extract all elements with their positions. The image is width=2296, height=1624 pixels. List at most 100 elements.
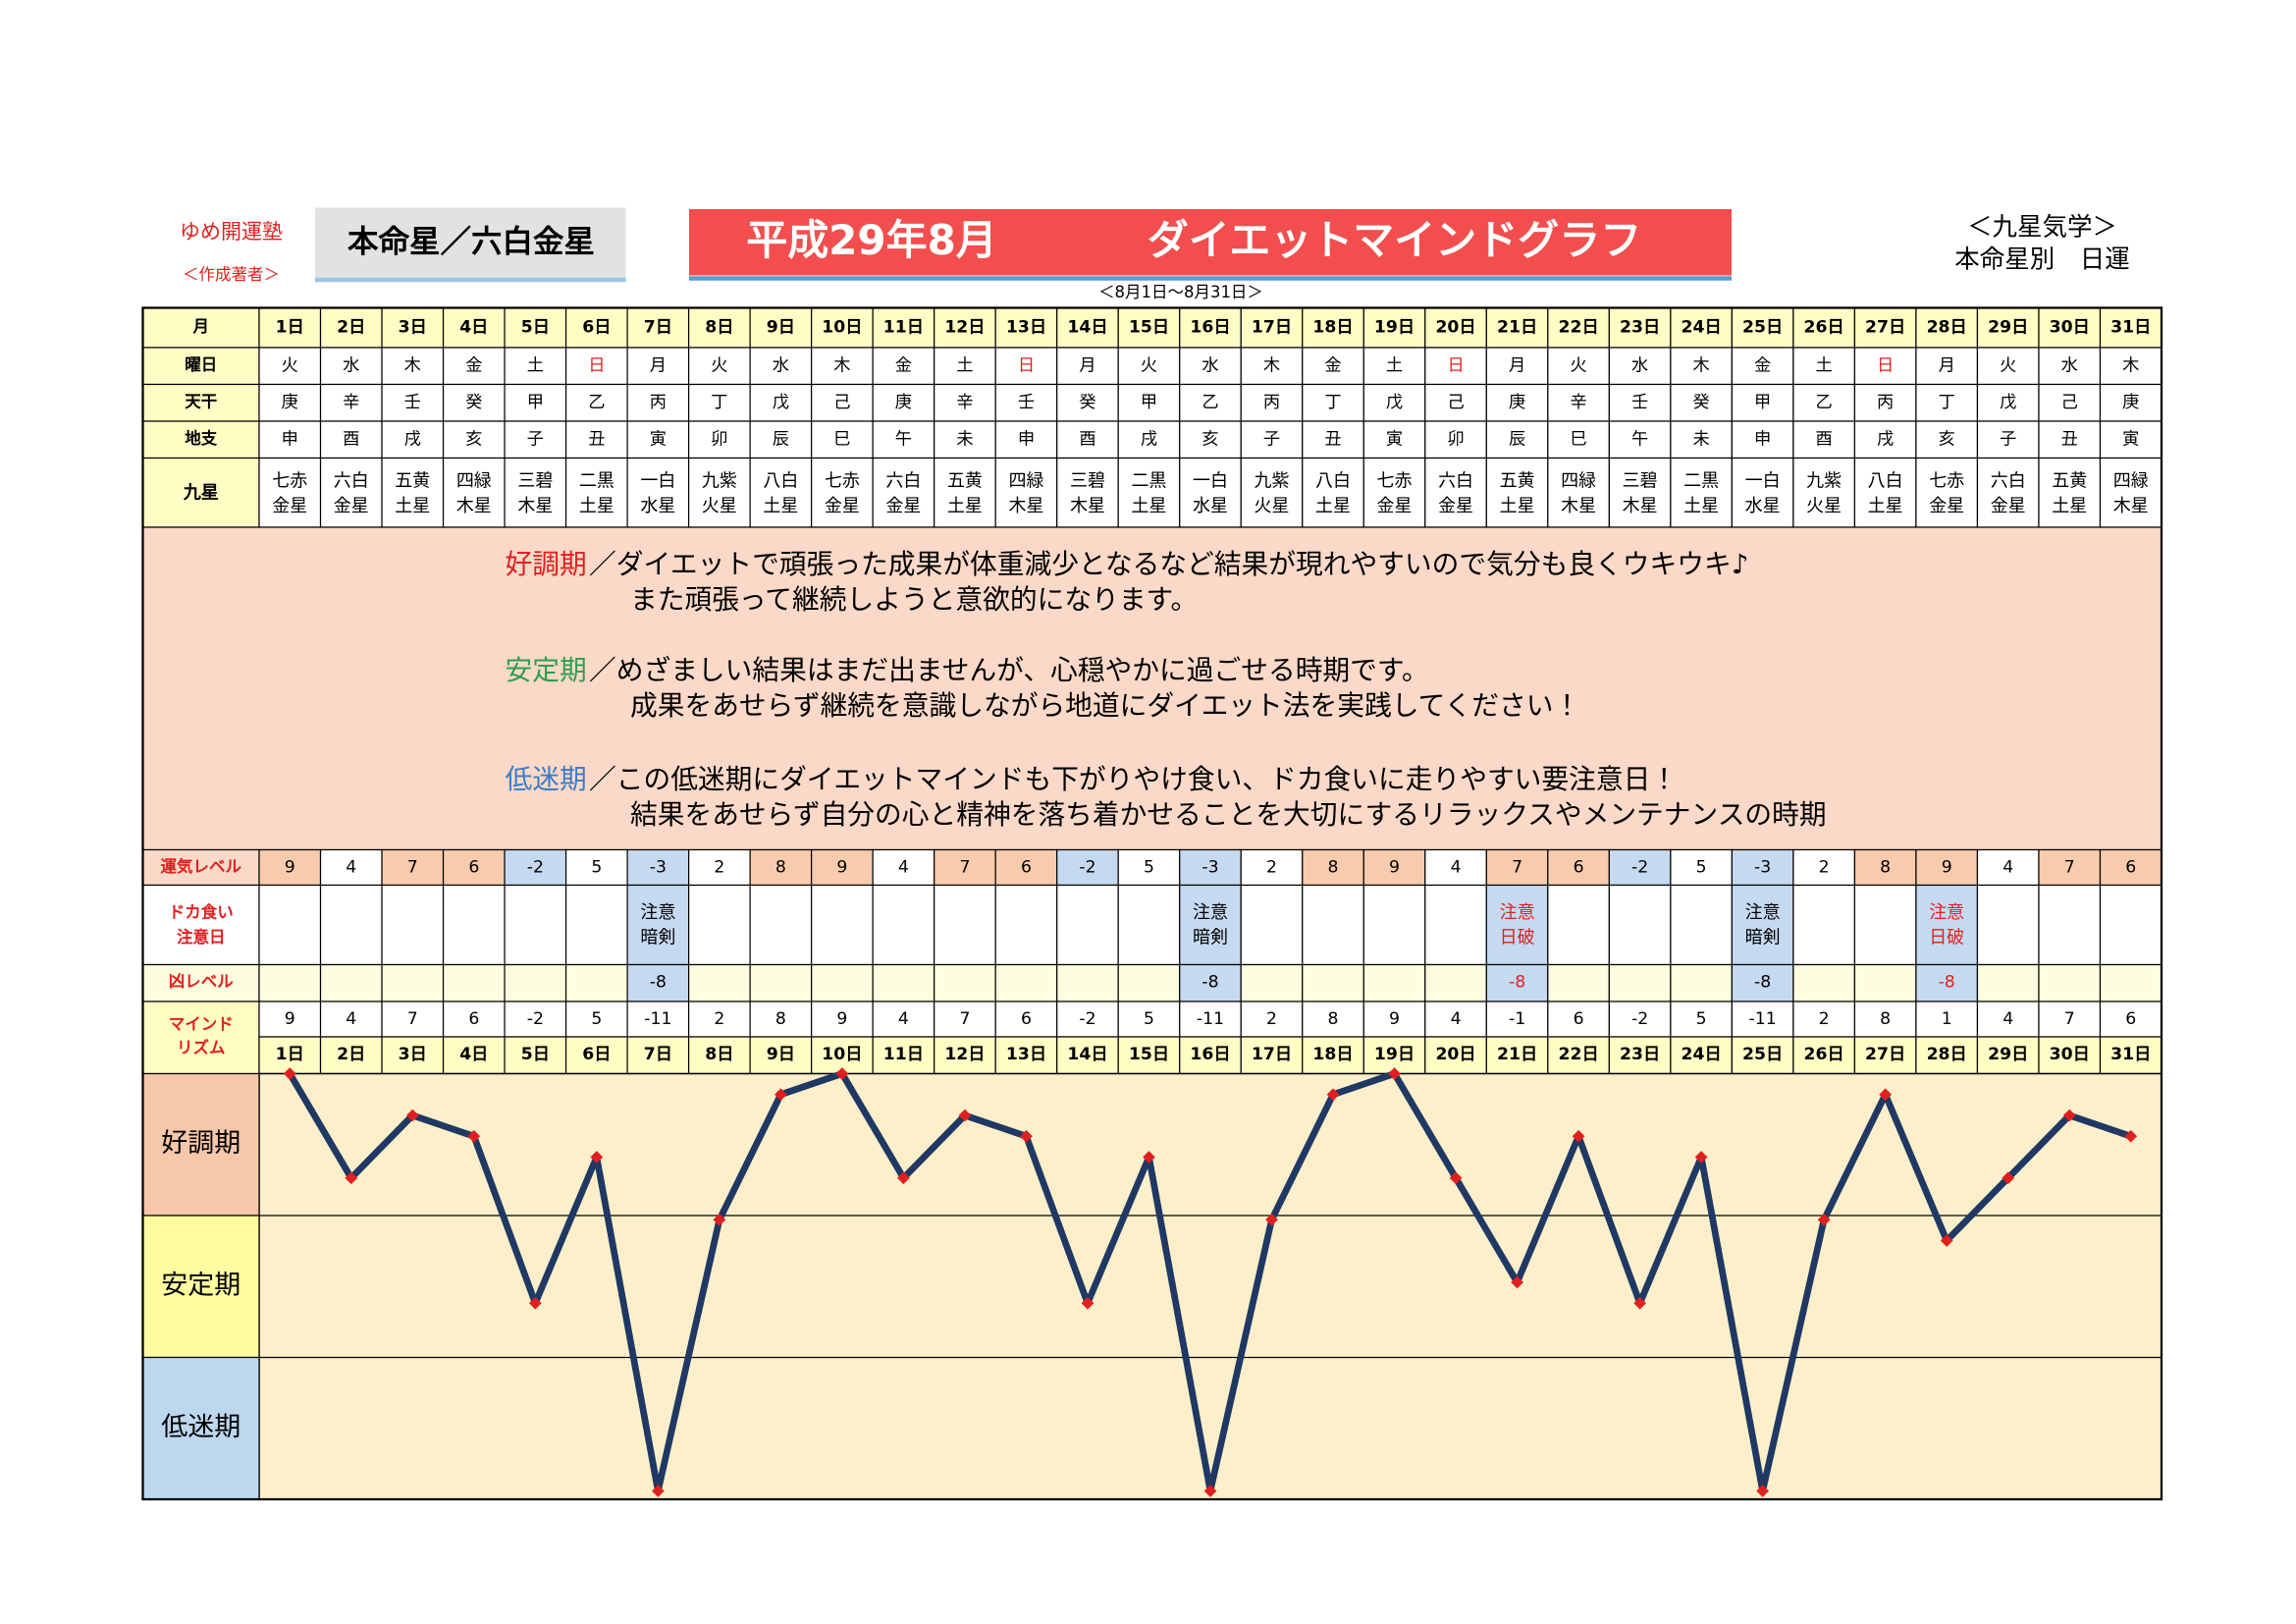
cell bbox=[1117, 1036, 1181, 1075]
cell bbox=[1302, 884, 1364, 966]
cell bbox=[1915, 963, 1979, 1002]
marker bbox=[2124, 1129, 2138, 1143]
cell bbox=[811, 457, 874, 528]
band-label: 低迷期 bbox=[161, 1412, 240, 1442]
day-cell: 21日 bbox=[1497, 1045, 1537, 1064]
cell bbox=[749, 848, 813, 887]
weekday-cell: 木 bbox=[2122, 356, 2139, 376]
day-cell: 12日 bbox=[944, 1045, 985, 1064]
cell bbox=[381, 963, 445, 1002]
star-cell: 四緑 bbox=[2113, 470, 2149, 491]
cell bbox=[1056, 1036, 1119, 1075]
branch-cell: 戌 bbox=[404, 430, 421, 450]
star-cell: 木星 bbox=[1008, 496, 1043, 516]
cell bbox=[1853, 383, 1917, 422]
branch-cell: 午 bbox=[895, 430, 912, 450]
cell bbox=[1915, 884, 1979, 966]
star-cell: 三碧 bbox=[1070, 470, 1105, 491]
star-cell: 七赤 bbox=[272, 470, 307, 491]
rhythm-cell: 5 bbox=[1696, 1009, 1707, 1029]
title-month: 平成29年8月 bbox=[746, 216, 997, 264]
star-cell: 三碧 bbox=[1623, 470, 1658, 491]
fortune-cell: 5 bbox=[1144, 857, 1154, 877]
day-cell: 3日 bbox=[399, 318, 427, 338]
branch-cell: 申 bbox=[282, 430, 298, 450]
cell bbox=[258, 420, 322, 460]
cell bbox=[141, 383, 260, 422]
cell bbox=[1792, 457, 1856, 528]
cell bbox=[1056, 457, 1119, 528]
cell bbox=[1853, 848, 1917, 887]
marker bbox=[958, 1109, 972, 1122]
day-cell: 8日 bbox=[705, 1045, 733, 1064]
weekday-cell: 木 bbox=[1263, 356, 1280, 376]
fortune-cell: 6 bbox=[1021, 857, 1032, 877]
cell bbox=[1056, 963, 1119, 1002]
fortune-cell: -2 bbox=[527, 857, 544, 877]
cell bbox=[1853, 457, 1917, 528]
cell bbox=[1056, 347, 1119, 386]
stem-cell: 甲 bbox=[527, 393, 544, 412]
cell bbox=[2038, 884, 2102, 966]
marker bbox=[1081, 1296, 1095, 1310]
cell bbox=[1915, 848, 1979, 887]
star-cell: 土星 bbox=[579, 496, 614, 516]
honmei: 本命星／六白金星 bbox=[347, 224, 595, 259]
weekday-cell: 水 bbox=[2061, 356, 2078, 376]
cell bbox=[2038, 1001, 2102, 1038]
cell bbox=[1547, 1036, 1610, 1075]
rhythm-cell: 4 bbox=[898, 1009, 909, 1029]
cell bbox=[749, 457, 813, 528]
day-cell: 18日 bbox=[1312, 1045, 1353, 1064]
cell bbox=[1731, 1001, 1794, 1038]
cell bbox=[1853, 420, 1917, 460]
cell bbox=[381, 306, 445, 349]
branch-cell: 戌 bbox=[1877, 430, 1894, 450]
cell bbox=[2038, 457, 2102, 528]
legend-text: ／この低迷期にダイエットマインドも下がりやけ食い、ドカ食いに走りやすい要注意日！ bbox=[589, 763, 1678, 795]
marker bbox=[1694, 1151, 1708, 1164]
cell bbox=[811, 306, 874, 349]
cell bbox=[1792, 306, 1856, 349]
weekday-cell: 金 bbox=[1324, 356, 1341, 376]
legend-box bbox=[141, 526, 2163, 851]
star-cell: 六白 bbox=[334, 470, 369, 491]
marker bbox=[1203, 1485, 1217, 1497]
cell bbox=[626, 963, 690, 1002]
day-cell: 9日 bbox=[767, 318, 795, 338]
branch-cell: 亥 bbox=[465, 430, 482, 450]
cell bbox=[872, 420, 935, 460]
binge-cell: 注意 bbox=[1193, 902, 1228, 923]
marker bbox=[2002, 1171, 2015, 1185]
star-cell: 木星 bbox=[517, 496, 553, 516]
star-cell: 二黒 bbox=[579, 470, 614, 491]
cell bbox=[1485, 420, 1549, 460]
cell bbox=[934, 963, 996, 1002]
cell bbox=[504, 383, 567, 422]
cell bbox=[872, 347, 935, 386]
marker bbox=[651, 1485, 665, 1497]
rhythm-cell: 7 bbox=[407, 1009, 418, 1029]
cell bbox=[319, 1001, 383, 1038]
day-cell: 11日 bbox=[883, 1045, 924, 1064]
cell bbox=[1240, 347, 1304, 386]
fortune-cell: -2 bbox=[1631, 857, 1648, 877]
rhythm-cell: -11 bbox=[1749, 1009, 1777, 1029]
day-cell: 22日 bbox=[1558, 318, 1598, 338]
cell bbox=[872, 884, 935, 966]
honmei-box bbox=[315, 207, 626, 279]
marker bbox=[1879, 1088, 1893, 1102]
marker bbox=[1633, 1296, 1646, 1310]
cell bbox=[1240, 1001, 1304, 1038]
cell bbox=[504, 457, 567, 528]
rhythm-cell: 2 bbox=[1266, 1009, 1277, 1029]
cell bbox=[1302, 457, 1364, 528]
cell bbox=[688, 420, 751, 460]
day-cell: 27日 bbox=[1865, 318, 1905, 338]
binge-cell: 注意 bbox=[1500, 902, 1535, 923]
cell bbox=[1302, 347, 1364, 386]
fortune-cell: -3 bbox=[650, 857, 667, 877]
weekday-cell: 月 bbox=[1079, 356, 1095, 376]
binge-cell: 暗剣 bbox=[1193, 927, 1228, 947]
cell bbox=[1670, 347, 1733, 386]
